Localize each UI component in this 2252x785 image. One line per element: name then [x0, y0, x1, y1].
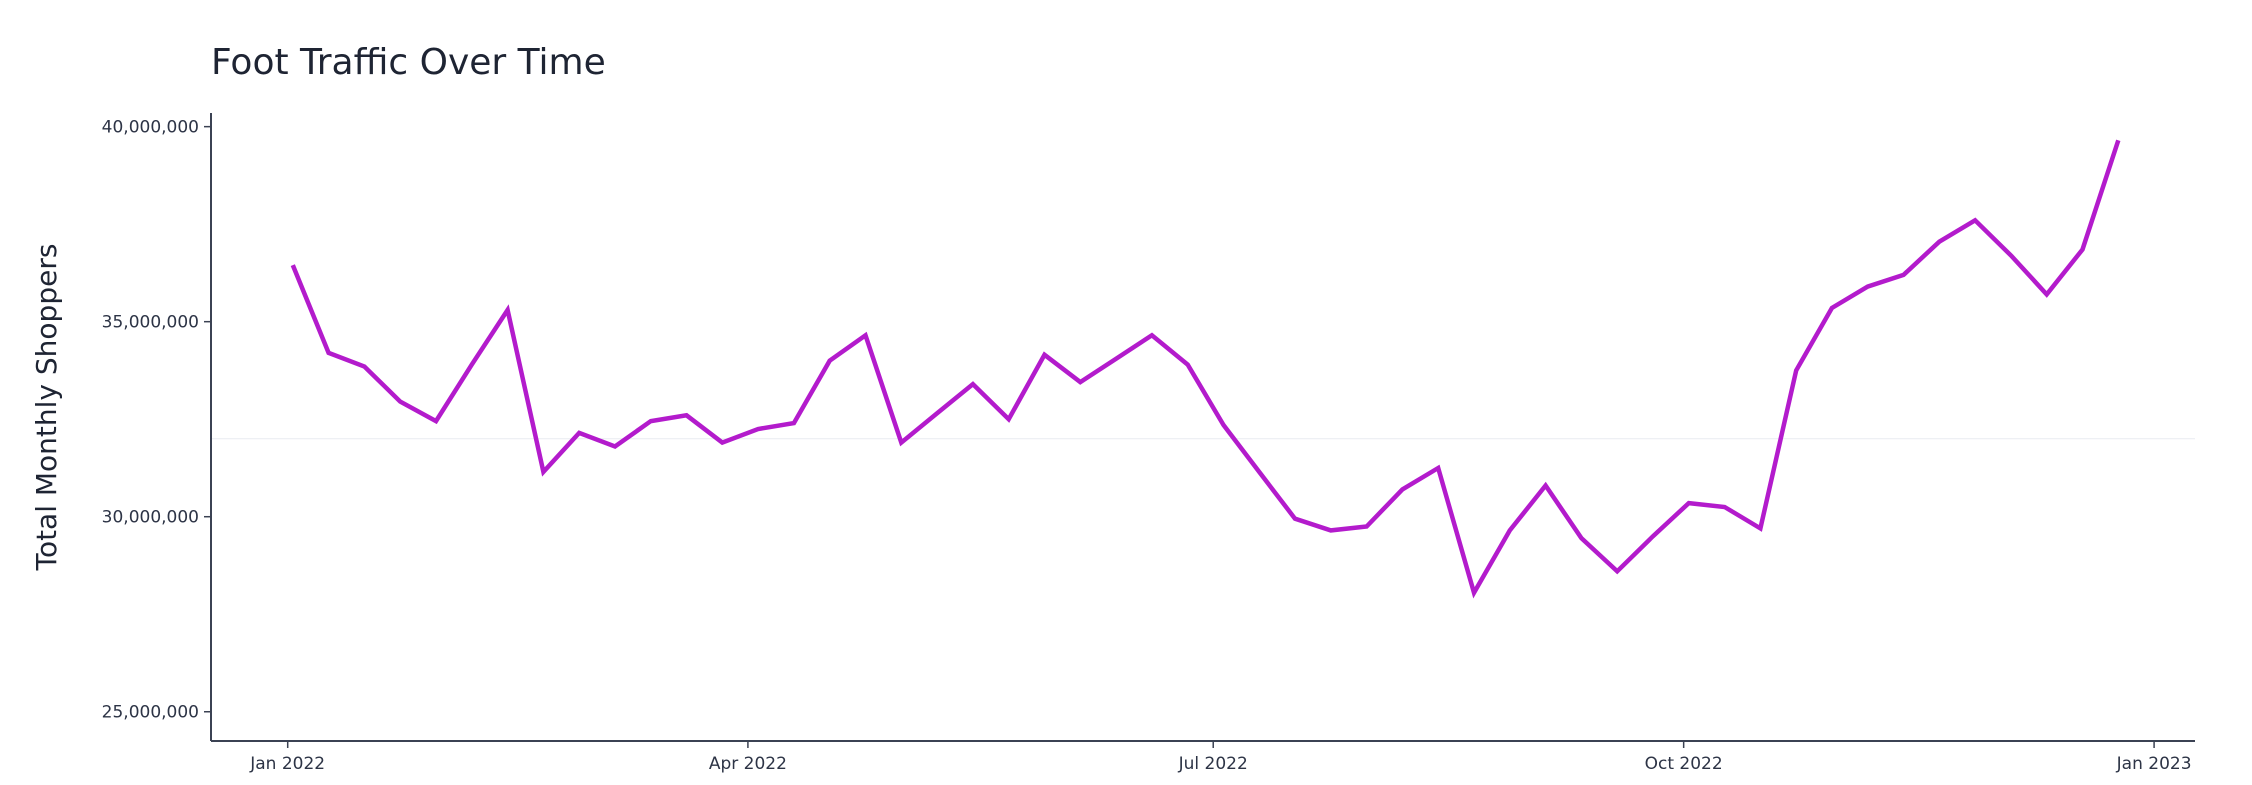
x-tick-label: Oct 2022 — [1645, 754, 1723, 774]
x-tick-label: Jan 2023 — [2116, 754, 2192, 774]
y-tick-label: 25,000,000 — [102, 703, 199, 723]
y-axis-label: Total Monthly Shoppers — [30, 244, 63, 572]
series-line — [290, 139, 2121, 599]
series-layer — [290, 139, 2121, 599]
x-tick-label: Jan 2022 — [249, 754, 325, 774]
y-tick-label: 35,000,000 — [102, 313, 199, 333]
x-tick-label: Apr 2022 — [709, 754, 787, 774]
y-tick-label: 40,000,000 — [102, 118, 199, 138]
axes — [210, 113, 2195, 742]
y-axis-ticks: 25,000,000 30,000,000 35,000,000 40,000,000 — [102, 118, 211, 723]
y-tick-label: 30,000,000 — [102, 508, 199, 528]
x-axis-ticks: Jan 2022 Apr 2022 Jul 2022 Oct 2022 Jan 2023 — [249, 741, 2192, 774]
chart-title: Foot Traffic Over Time — [211, 42, 606, 83]
x-tick-label: Jul 2022 — [1178, 754, 1248, 774]
